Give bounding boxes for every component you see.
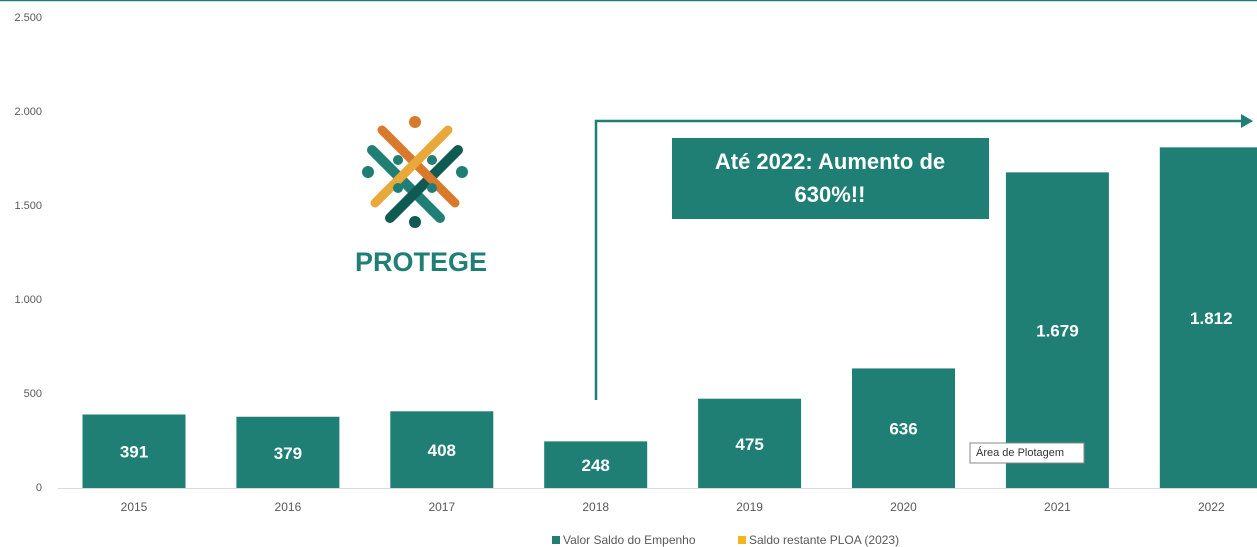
y-tick-label: 1.500 [14, 200, 42, 212]
data-label: 248 [582, 456, 610, 475]
data-label: 1.812 [1190, 309, 1233, 328]
bar [82, 414, 186, 488]
annotation-box [672, 138, 989, 219]
tooltip: Área de Plotagem [969, 442, 1085, 464]
x-tick-label: 2016 [275, 500, 302, 514]
bar [698, 398, 802, 488]
logo [362, 116, 468, 228]
x-tick-label: 2021 [1044, 500, 1071, 514]
data-label: 636 [889, 420, 917, 439]
arrow [594, 119, 1243, 400]
data-label: 379 [274, 444, 302, 463]
bar [544, 441, 648, 488]
bar [852, 368, 955, 488]
bar [1005, 172, 1109, 488]
legend-label: Saldo restante PLOA (2023) [749, 533, 899, 547]
x-tick-label: 2017 [428, 500, 455, 514]
arrow-head [1241, 114, 1253, 128]
bar [236, 416, 340, 488]
y-tick-label: 2.000 [14, 106, 42, 118]
tooltip-text: Área de Plotagem [976, 446, 1064, 459]
data-label: 408 [428, 441, 456, 460]
data-label: 1.679 [1036, 322, 1079, 341]
bar [390, 411, 494, 488]
x-tick-label: 2019 [736, 500, 763, 514]
y-tick-label: 1.000 [14, 294, 42, 306]
annotation: Até 2022: Aumento de [715, 149, 945, 174]
x-tick-label: 2020 [890, 500, 917, 514]
bar [1159, 147, 1257, 488]
tooltip-box [969, 442, 1085, 464]
plot: 0 500 1.000 1.500 2.000 2.500 2015 391 2016 379 20… [14, 12, 1257, 514]
x-tick-label: 2022 [1198, 500, 1225, 514]
y-tick-label: 2.500 [14, 12, 42, 24]
logo-text: PROTEGE [355, 247, 487, 277]
data-label: 391 [120, 443, 148, 462]
y-tick-label: 500 [24, 388, 42, 400]
legend-swatch [552, 536, 560, 544]
annotation: 630%!! [795, 182, 866, 207]
x-tick-label: 2018 [582, 500, 609, 514]
x-tick-label: 2015 [121, 500, 148, 514]
legend-swatch [738, 536, 746, 544]
y-tick-label: 0 [36, 482, 42, 494]
data-label: 475 [735, 435, 763, 454]
legend-label: Valor Saldo do Empenho [563, 533, 696, 547]
